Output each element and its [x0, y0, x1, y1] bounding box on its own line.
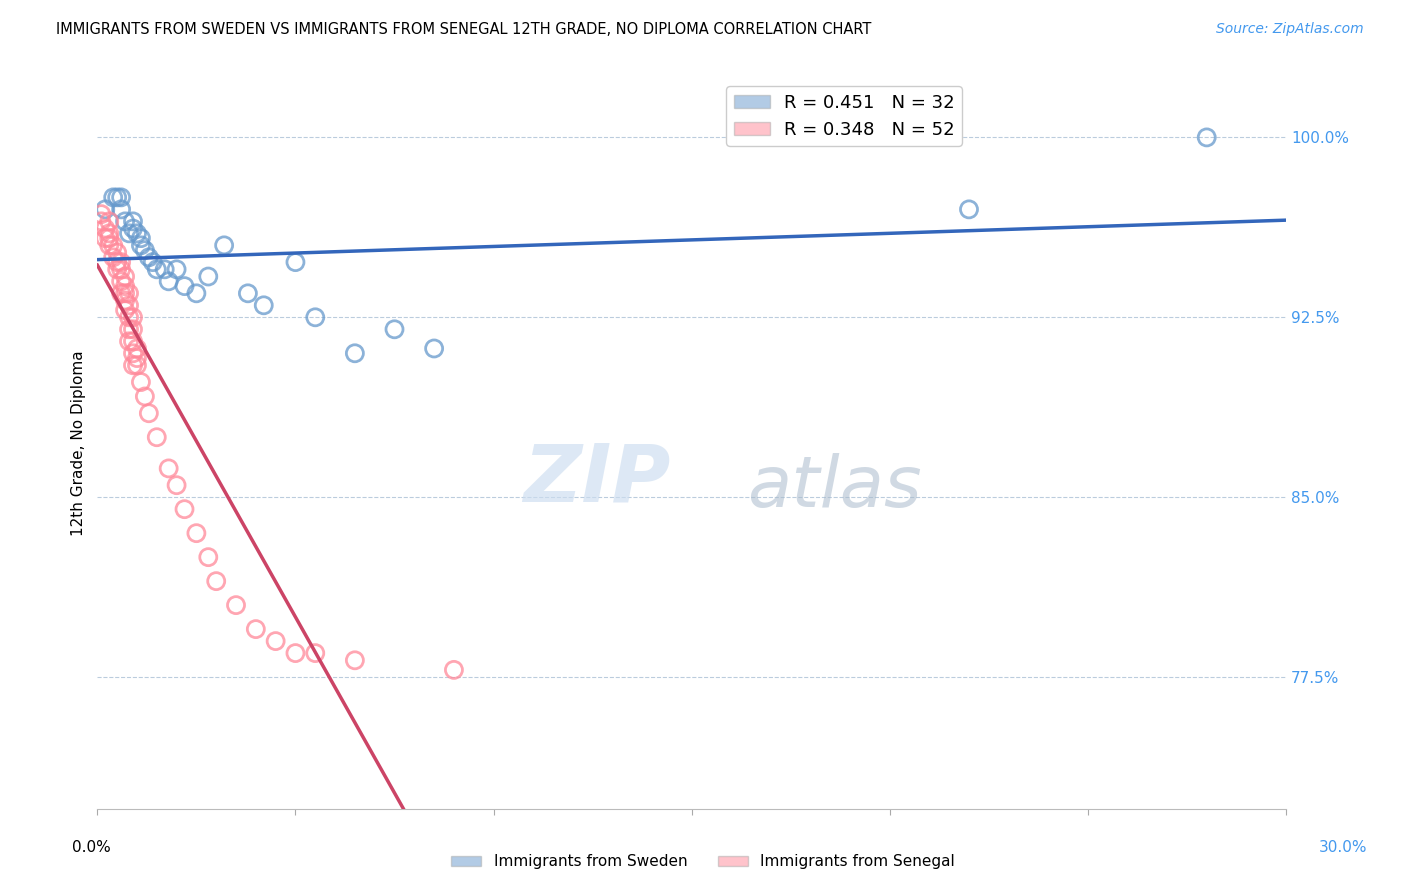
Point	[157, 274, 180, 288]
Point	[343, 653, 366, 667]
Point	[153, 262, 176, 277]
Point	[129, 375, 152, 389]
Legend: R = 0.451   N = 32, R = 0.348   N = 52: R = 0.451 N = 32, R = 0.348 N = 52	[727, 87, 962, 146]
Point	[146, 262, 169, 277]
Point	[129, 231, 152, 245]
Text: 30.0%: 30.0%	[1319, 840, 1367, 855]
Point	[264, 634, 287, 648]
Point	[122, 310, 145, 325]
Point	[157, 461, 180, 475]
Point	[105, 245, 128, 260]
Point	[114, 214, 136, 228]
Point	[122, 358, 145, 372]
Point	[103, 190, 125, 204]
Point	[304, 310, 326, 325]
Point	[94, 221, 117, 235]
Point	[103, 250, 125, 264]
Point	[423, 342, 446, 356]
Point	[122, 334, 145, 349]
Point	[125, 342, 148, 356]
Point	[304, 646, 326, 660]
Point	[114, 293, 136, 308]
Point	[343, 346, 366, 360]
Point	[114, 286, 136, 301]
Point	[173, 279, 195, 293]
Point	[166, 262, 188, 277]
Point	[129, 238, 152, 252]
Point	[118, 322, 141, 336]
Point	[110, 255, 132, 269]
Point	[225, 598, 247, 612]
Point	[110, 202, 132, 217]
Point	[118, 286, 141, 301]
Point	[284, 255, 307, 269]
Point	[98, 231, 121, 245]
Point	[236, 286, 259, 301]
Point	[134, 243, 156, 257]
Point	[384, 322, 406, 336]
Point	[197, 269, 219, 284]
Point	[197, 550, 219, 565]
Point	[122, 221, 145, 235]
Point	[98, 238, 121, 252]
Y-axis label: 12th Grade, No Diploma: 12th Grade, No Diploma	[72, 351, 86, 536]
Point	[138, 250, 160, 264]
Point	[105, 190, 128, 204]
Legend: Immigrants from Sweden, Immigrants from Senegal: Immigrants from Sweden, Immigrants from …	[444, 848, 962, 875]
Point	[1195, 130, 1218, 145]
Point	[134, 389, 156, 403]
Text: ZIP: ZIP	[523, 441, 671, 519]
Point	[98, 227, 121, 241]
Point	[105, 262, 128, 277]
Point	[105, 255, 128, 269]
Point	[125, 351, 148, 365]
Point	[114, 279, 136, 293]
Point	[94, 231, 117, 245]
Point	[125, 227, 148, 241]
Point	[114, 303, 136, 318]
Point	[173, 502, 195, 516]
Point	[118, 334, 141, 349]
Point	[138, 406, 160, 420]
Point	[110, 286, 132, 301]
Point	[125, 358, 148, 372]
Text: IMMIGRANTS FROM SWEDEN VS IMMIGRANTS FROM SENEGAL 12TH GRADE, NO DIPLOMA CORRELA: IMMIGRANTS FROM SWEDEN VS IMMIGRANTS FRO…	[56, 22, 872, 37]
Point	[122, 322, 145, 336]
Text: Source: ZipAtlas.com: Source: ZipAtlas.com	[1216, 22, 1364, 37]
Text: atlas: atlas	[747, 452, 921, 522]
Point	[98, 214, 121, 228]
Point	[253, 298, 276, 312]
Point	[186, 286, 208, 301]
Point	[122, 214, 145, 228]
Point	[94, 202, 117, 217]
Point	[118, 298, 141, 312]
Point	[245, 622, 267, 636]
Point	[122, 346, 145, 360]
Point	[212, 238, 235, 252]
Point	[205, 574, 228, 589]
Point	[142, 255, 165, 269]
Point	[146, 430, 169, 444]
Point	[114, 269, 136, 284]
Point	[90, 207, 112, 221]
Point	[118, 227, 141, 241]
Point	[284, 646, 307, 660]
Text: 0.0%: 0.0%	[72, 840, 111, 855]
Point	[118, 310, 141, 325]
Point	[110, 262, 132, 277]
Point	[110, 274, 132, 288]
Point	[186, 526, 208, 541]
Point	[110, 190, 132, 204]
Point	[166, 478, 188, 492]
Point	[957, 202, 980, 217]
Point	[90, 214, 112, 228]
Point	[103, 238, 125, 252]
Point	[443, 663, 465, 677]
